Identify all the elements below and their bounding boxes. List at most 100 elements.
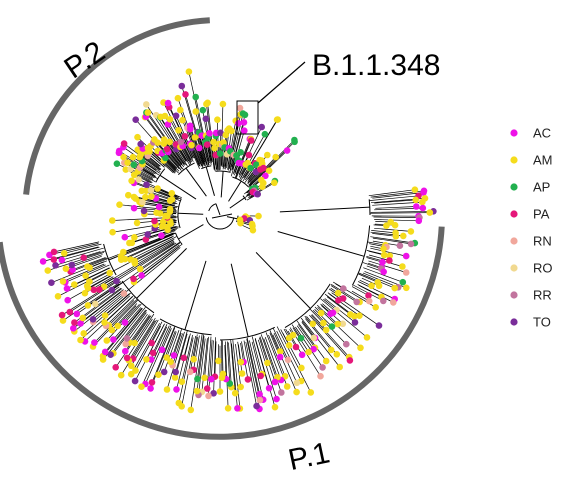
- tree-branch: [234, 138, 252, 178]
- tree-branch: [168, 151, 183, 169]
- tree-branch: [368, 189, 415, 197]
- tree-tip: [399, 278, 407, 286]
- tree-branch: [185, 94, 206, 163]
- tree-branch: [193, 336, 199, 360]
- tree-tip: [160, 136, 168, 143]
- legend-label-ro: RO: [533, 261, 553, 276]
- tree-branch: [124, 236, 173, 260]
- tree-branch: [296, 325, 314, 350]
- tree-branch: [374, 199, 416, 204]
- tree-branch-arc: [177, 198, 182, 229]
- tree-tip: [412, 196, 420, 204]
- tree-tip: [167, 358, 174, 366]
- tree-tip: [202, 115, 210, 123]
- tree-branch: [204, 336, 209, 378]
- tree-tip: [237, 219, 244, 227]
- tree-tip: [113, 160, 121, 167]
- tree-branch: [92, 299, 139, 347]
- tree-branch: [84, 296, 134, 342]
- legend-label-ac: AC: [533, 126, 551, 141]
- tree-tip: [79, 314, 87, 322]
- tree-branch: [178, 224, 204, 240]
- tree-tip: [131, 234, 138, 241]
- tree-branch: [193, 335, 200, 370]
- tree-tip: [351, 319, 359, 326]
- tree-tip: [274, 116, 282, 123]
- tree-tip: [193, 387, 201, 395]
- tree-tip: [380, 251, 388, 259]
- legend-swatch-rn: [510, 237, 518, 245]
- tree-branch: [368, 260, 407, 273]
- tree-branch: [197, 334, 204, 379]
- tree-tip: [170, 352, 178, 359]
- tree-tip: [255, 212, 262, 220]
- tree-branch: [89, 271, 110, 282]
- tree-tip: [386, 257, 393, 264]
- tree-tip: [108, 326, 116, 334]
- tree-branch: [249, 340, 264, 400]
- tree-tip: [320, 319, 327, 327]
- tree-branch: [229, 197, 245, 209]
- tree-branch: [228, 180, 242, 202]
- tree-tip: [81, 289, 89, 297]
- tree-tip: [71, 281, 78, 288]
- tree-tip: [144, 231, 151, 238]
- legend-label-ap: AP: [533, 180, 550, 195]
- tree-tip: [386, 252, 394, 260]
- tree-branch-arc: [242, 195, 247, 201]
- tree-tip: [259, 183, 266, 190]
- tree-tip: [147, 356, 155, 363]
- tree-tip: [175, 127, 182, 134]
- legend-label-rr: RR: [533, 288, 552, 303]
- tree-tip: [419, 198, 426, 206]
- tree-tip: [346, 357, 354, 364]
- tree-tip: [187, 406, 195, 414]
- tree-branch: [264, 336, 282, 381]
- tree-tip: [130, 204, 138, 212]
- tree-branch: [246, 338, 261, 401]
- tree-tip: [52, 262, 59, 269]
- tree-tip: [265, 167, 273, 174]
- tree-branch: [61, 247, 104, 261]
- tree-tip: [240, 119, 248, 126]
- tree-tip: [419, 204, 427, 212]
- tree-tip: [247, 137, 255, 144]
- tree-tip: [59, 278, 67, 285]
- tree-branch: [211, 213, 233, 219]
- legend-label-pa: PA: [533, 207, 550, 222]
- legend-swatch-pa: [510, 210, 518, 218]
- tree-tip: [58, 256, 66, 264]
- tree-branch: [245, 341, 260, 409]
- tree-branch: [71, 254, 103, 266]
- tree-tip: [216, 150, 224, 157]
- tree-tip: [143, 181, 150, 188]
- tree-tip: [123, 354, 131, 362]
- tree-branch: [330, 285, 357, 303]
- tree-branch: [279, 206, 370, 213]
- tree-tip: [241, 111, 249, 119]
- tree-tip: [130, 275, 137, 283]
- tree-tip: [372, 304, 380, 311]
- tree-tip: [383, 222, 390, 229]
- tree-tip: [284, 356, 292, 364]
- tree-tip: [180, 354, 188, 362]
- tree-tip: [188, 141, 195, 149]
- tree-tip: [112, 364, 119, 371]
- tree-branch: [64, 243, 102, 254]
- tree-branch: [134, 240, 175, 264]
- tree-tip: [147, 186, 155, 194]
- tree-branch: [166, 331, 185, 390]
- tree-tip: [154, 139, 161, 146]
- tree-tip: [148, 379, 156, 386]
- tree-tip: [407, 228, 415, 235]
- tree-tip: [77, 336, 84, 344]
- legend-swatch-am: [510, 156, 518, 164]
- tree-tip: [134, 133, 141, 141]
- tree-tip: [178, 378, 186, 386]
- tree-tip: [333, 351, 341, 358]
- tree-branch: [121, 235, 174, 261]
- tree-branch-arc: [159, 318, 212, 336]
- tree-branch: [235, 344, 242, 387]
- tree-tip: [147, 385, 154, 392]
